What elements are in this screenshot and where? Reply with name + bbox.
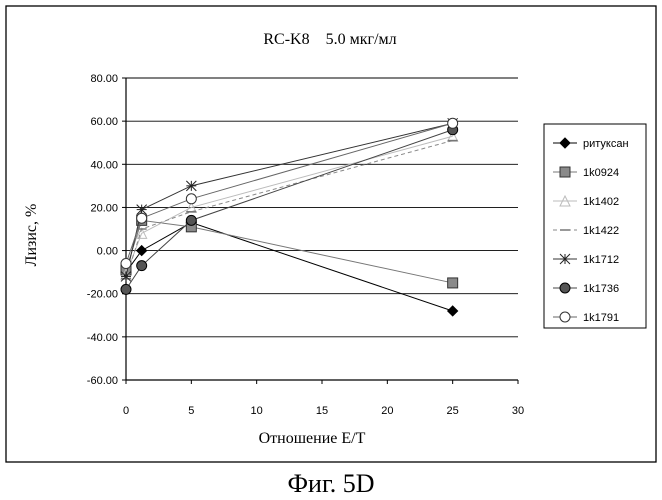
y-axis-label: Лизис, % [23,204,40,267]
y-tick-label: -20.00 [87,289,118,301]
y-tick-label: 80.00 [90,73,118,85]
x-tick-label: 10 [251,405,263,417]
y-tick-label: -60.00 [87,375,118,387]
data-point [121,271,131,281]
x-tick-label: 30 [512,405,524,417]
legend-label: 1k1402 [583,196,619,208]
legend-marker [560,167,570,177]
y-tick-label: 40.00 [90,159,118,171]
legend-marker [560,283,570,293]
data-point [186,194,196,204]
x-tick-label: 20 [381,405,393,417]
data-point [121,284,131,294]
data-point [186,181,196,191]
data-point [137,261,147,271]
data-point [448,278,458,288]
data-point [186,215,196,225]
legend-label: 1k1422 [583,225,619,237]
y-tick-label: 60.00 [90,116,118,128]
legend-label: 1k1736 [583,283,619,295]
y-tick-label: 0.00 [97,246,118,258]
data-point [121,259,131,269]
legend-marker [560,254,570,264]
figure-caption: Фиг. 5D [288,469,375,498]
legend-label: 1k1712 [583,254,619,266]
y-tick-label: 20.00 [90,202,118,214]
x-tick-label: 5 [188,405,194,417]
y-tick-label: -40.00 [87,332,118,344]
x-tick-label: 0 [123,405,129,417]
data-point [137,213,147,223]
legend-marker [560,312,570,322]
legend-label: 1k1791 [583,312,619,324]
legend-item: 1k0924 [553,167,619,179]
plot-area [126,78,518,380]
x-tick-label: 15 [316,405,328,417]
x-axis-label: Отношение E/T [259,430,366,447]
legend-label: ритуксан [583,138,629,150]
legend-label: 1k0924 [583,167,619,179]
x-tick-label: 25 [447,405,459,417]
chart-title: RC-K8 5.0 мкг/мл [263,31,396,48]
data-point [448,118,458,128]
